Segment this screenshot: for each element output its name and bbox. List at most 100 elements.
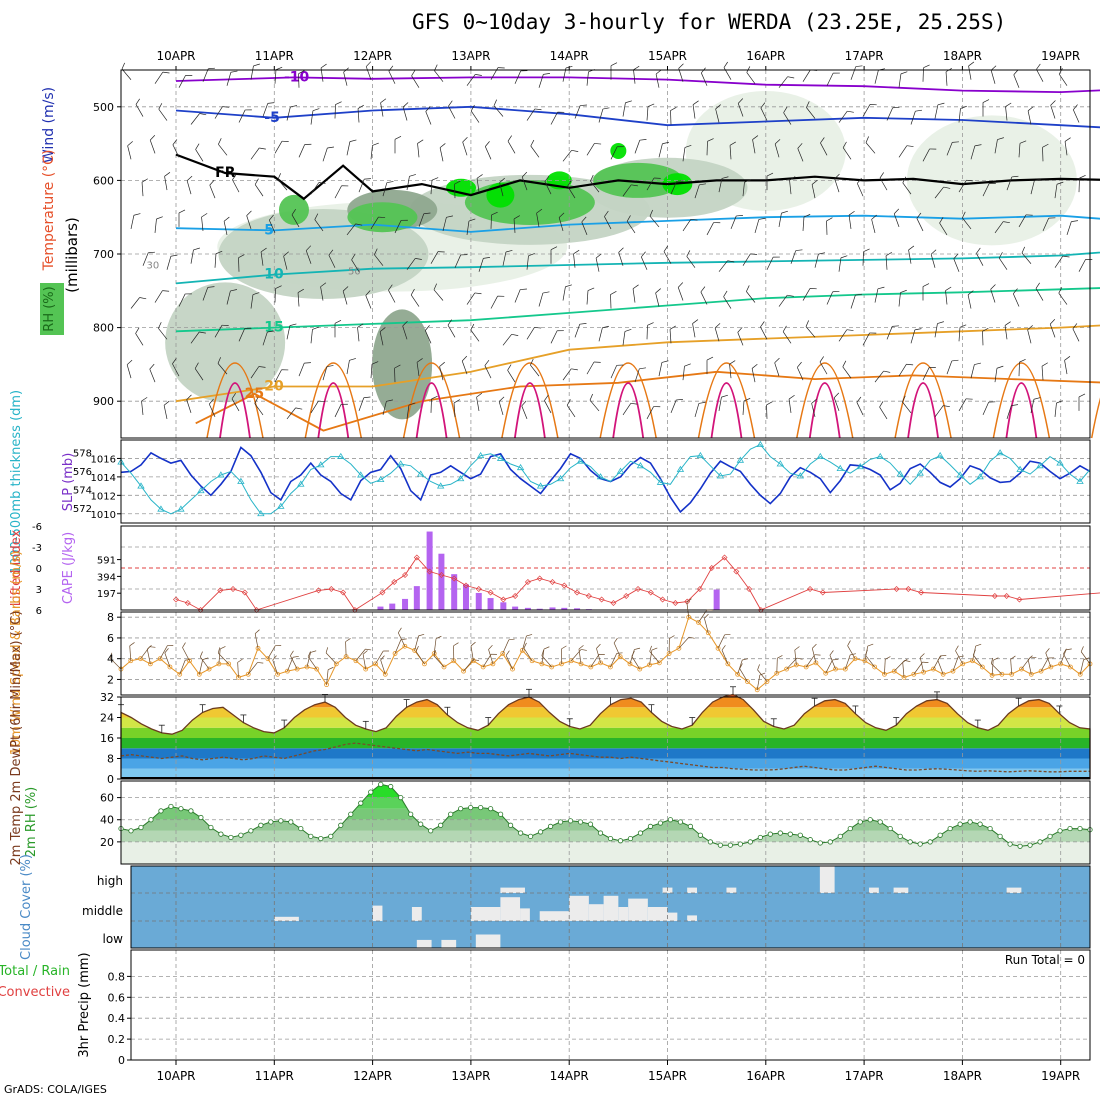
wind-barb-staff [343, 72, 348, 86]
wind-barb-flag [997, 137, 1004, 140]
wind-barb-staff [916, 218, 924, 232]
wind-barb-flag [774, 139, 781, 145]
warm-contour [907, 382, 939, 439]
temp-bands [121, 694, 1090, 779]
wind-barb [194, 362, 204, 381]
rh-base-band [121, 841, 1090, 864]
cloud-high-block [1006, 887, 1022, 893]
rh-marker [388, 783, 394, 790]
wind-barb-flag [632, 284, 639, 289]
wind-barb-flag [630, 402, 638, 405]
wind-barb-flag [126, 359, 133, 365]
rh-marker [228, 834, 234, 841]
wind-barb-flag [351, 253, 356, 261]
surface-barb-staff [686, 602, 690, 618]
wind-barb-staff [166, 256, 172, 270]
panel-frame [130, 865, 1091, 949]
rh-marker [897, 833, 903, 839]
surface-barb-flag [596, 643, 601, 649]
wind-barb-flag [253, 63, 260, 67]
wind-barb-flag [721, 394, 728, 398]
isotherm-label: 20 [264, 378, 284, 394]
isotherm-label: -5 [264, 110, 280, 126]
wind-barb-staff [513, 218, 516, 233]
wind-barb-flag [579, 323, 587, 325]
surface-barb-staff [919, 657, 924, 673]
wind-speed-marker [1028, 671, 1034, 677]
wind-barb-flag [431, 177, 439, 181]
wind-barb [946, 359, 959, 375]
wind-barb-flag [1078, 393, 1086, 398]
wind-barb-flag [410, 288, 415, 296]
wind-barb [1064, 356, 1071, 375]
thickness-marker [616, 467, 625, 474]
wind-speed-marker [490, 661, 496, 667]
isotherm-line [175, 214, 1100, 233]
wind-barb-staff [357, 108, 360, 123]
wind-barb [370, 216, 386, 230]
wind-barb-flag [320, 282, 327, 288]
wind-speed-marker [294, 666, 300, 672]
wind-barb [1012, 288, 1020, 307]
wind-barb [879, 172, 888, 191]
wind-barb [238, 254, 245, 272]
wind-barb [994, 365, 1004, 383]
surface-barb-staff [182, 647, 190, 661]
wind-barb-flag [1071, 220, 1079, 222]
wind-barb-flag [550, 246, 558, 251]
wind-speed-marker [1068, 664, 1073, 670]
wind-barb [930, 249, 937, 268]
surface-barb-staff [805, 654, 816, 668]
wind-barb-flag [714, 323, 721, 329]
wind-barb [298, 362, 311, 377]
wind-barb [633, 65, 640, 84]
wind-barb-staff [274, 69, 277, 84]
wind-barb [586, 143, 602, 156]
wind-barb-staff [190, 249, 194, 264]
wind-barb [589, 393, 600, 412]
wind-barb [622, 402, 638, 416]
wind-barb-flag [639, 367, 647, 370]
wind-barb [982, 327, 989, 346]
surface-wind-barb [306, 650, 317, 668]
wind-barb-staff [694, 184, 700, 199]
wind-barb-flag [408, 402, 416, 406]
wind-speed-marker [392, 651, 398, 656]
wind-barb [425, 106, 432, 125]
wind-barb-flag [386, 399, 394, 402]
wind-barb-flag [929, 148, 937, 150]
wind-barb-flag [937, 321, 944, 324]
thickness-marker [796, 472, 805, 479]
rh-band [121, 808, 1090, 820]
wind-barb [562, 149, 579, 162]
wind-speed-marker [872, 664, 878, 670]
warm-contour [710, 382, 743, 439]
wind-barb-flag [374, 248, 378, 255]
thickness-tick-label: 576 [73, 467, 92, 478]
rh-marker [238, 832, 244, 838]
surface-barb-staff [433, 655, 445, 668]
surface-barb-flag [1048, 657, 1055, 659]
wind-barb-flag [230, 70, 238, 73]
thickness-marker [1036, 462, 1044, 469]
surface-wind-barb [590, 654, 605, 668]
rh-marker [837, 833, 843, 839]
wind-speed-marker [304, 664, 310, 670]
lifted-tick-label: -3 [32, 543, 42, 554]
wind-barb [448, 100, 456, 119]
wind-barb-flag [484, 359, 490, 366]
wind-barb-flag [1005, 102, 1012, 107]
wind-barb [544, 175, 552, 195]
wind-barb-staff [262, 103, 269, 117]
thickness-marker [536, 482, 545, 489]
warm-contour [1005, 382, 1038, 439]
wind-barb-staff [214, 253, 217, 268]
cape-bar [512, 606, 519, 610]
wind-barb-flag [218, 138, 222, 145]
wind-barb-staff [838, 329, 848, 342]
wind-barb [718, 176, 729, 193]
warm-contour [415, 382, 448, 439]
wind-barb-staff [388, 289, 396, 303]
wind-barb-flag [737, 98, 744, 104]
